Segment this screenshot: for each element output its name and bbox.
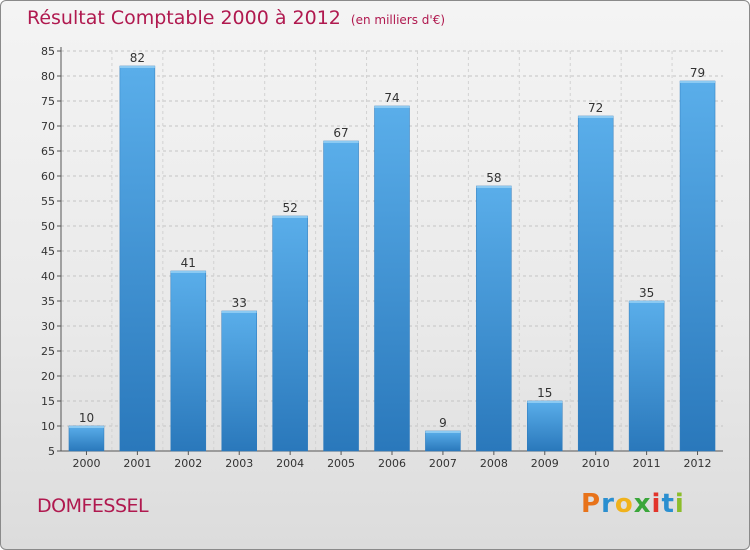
logo-letter: t [661, 489, 675, 519]
bar [577, 115, 614, 452]
logo-letter: r [601, 489, 615, 519]
y-tick-label: 30 [41, 320, 55, 333]
bar-highlight [425, 431, 461, 433]
y-tick-label: 60 [41, 170, 55, 183]
logo-letter: x [633, 489, 652, 519]
bar-highlight [527, 401, 563, 403]
bar [476, 185, 512, 452]
data-label: 79 [690, 66, 705, 80]
x-tick-label: 2003 [225, 457, 253, 470]
y-tick-label: 55 [41, 195, 55, 208]
x-tick-label: 2002 [174, 457, 202, 470]
bar-highlight [170, 271, 206, 273]
logo-letter: i [651, 489, 662, 519]
x-tick-label: 2007 [429, 457, 457, 470]
x-tick-label: 2011 [633, 457, 661, 470]
y-tick-label: 25 [41, 345, 55, 358]
chart-title-text: Résultat Comptable 2000 à 2012 [27, 7, 341, 29]
data-label: 33 [232, 296, 247, 310]
data-label: 67 [333, 126, 348, 140]
y-tick-label: 50 [41, 220, 55, 233]
town-name: DOMFESSEL [37, 495, 149, 517]
x-tick-label: 2009 [531, 457, 559, 470]
data-label: 72 [588, 101, 603, 115]
y-tick-label: 40 [41, 270, 55, 283]
y-tick-label: 5 [48, 445, 55, 458]
bars [68, 65, 716, 452]
bar-highlight [680, 81, 716, 83]
bar-highlight [323, 141, 359, 143]
data-label: 74 [384, 91, 399, 105]
x-tick-label: 2010 [582, 457, 610, 470]
data-label: 58 [486, 171, 501, 185]
proxiti-logo: Proxiti [581, 489, 685, 519]
bar-highlight [374, 106, 410, 108]
y-tick-label: 85 [41, 45, 55, 58]
x-tick-label: 2005 [327, 457, 355, 470]
bar [425, 430, 461, 452]
logo-letter: P [581, 489, 602, 519]
x-tick-label: 2006 [378, 457, 406, 470]
x-tick-label: 2008 [480, 457, 508, 470]
bar [374, 105, 410, 452]
bar [68, 425, 105, 452]
bar-highlight [272, 216, 308, 218]
data-label: 9 [439, 416, 447, 430]
data-label: 41 [181, 256, 196, 270]
bar [221, 310, 257, 452]
bar-highlight [221, 311, 257, 313]
bar-highlight [68, 426, 104, 428]
y-tick-label: 45 [41, 245, 55, 258]
y-tick-label: 15 [41, 395, 55, 408]
bar-highlight [578, 116, 614, 118]
bar [679, 80, 716, 452]
x-tick-label: 2004 [276, 457, 304, 470]
bar-highlight [629, 301, 665, 303]
data-label: 35 [639, 286, 654, 300]
y-tick-label: 35 [41, 295, 55, 308]
logo-letter: o [614, 489, 634, 519]
bar-highlight [119, 66, 155, 68]
y-tick-label: 70 [41, 120, 55, 133]
data-label: 82 [130, 51, 145, 65]
chart-unit-label: (en milliers d'€) [350, 13, 446, 27]
y-tick-label: 65 [41, 145, 55, 158]
data-labels: 10 82 41 33 52 67 74 9 58 15 72 35 79 [79, 51, 705, 430]
x-tick-label: 2001 [123, 457, 151, 470]
bar [119, 65, 156, 452]
bar [170, 270, 207, 452]
data-label: 10 [79, 411, 94, 425]
bar [323, 140, 359, 452]
bar [628, 300, 665, 452]
chart-title: Résultat Comptable 2000 à 2012 (en millie… [27, 7, 445, 29]
logo-letter: i [674, 489, 685, 519]
data-label: 52 [283, 201, 298, 215]
y-tick-label: 10 [41, 420, 55, 433]
y-tick-label: 20 [41, 370, 55, 383]
bar [527, 400, 563, 452]
x-tick-label: 2012 [684, 457, 712, 470]
bar-highlight [476, 186, 512, 188]
y-tick-label: 80 [41, 70, 55, 83]
bar [272, 215, 308, 452]
x-tick-label: 2000 [72, 457, 100, 470]
y-tick-label: 75 [41, 95, 55, 108]
data-label: 15 [537, 386, 552, 400]
